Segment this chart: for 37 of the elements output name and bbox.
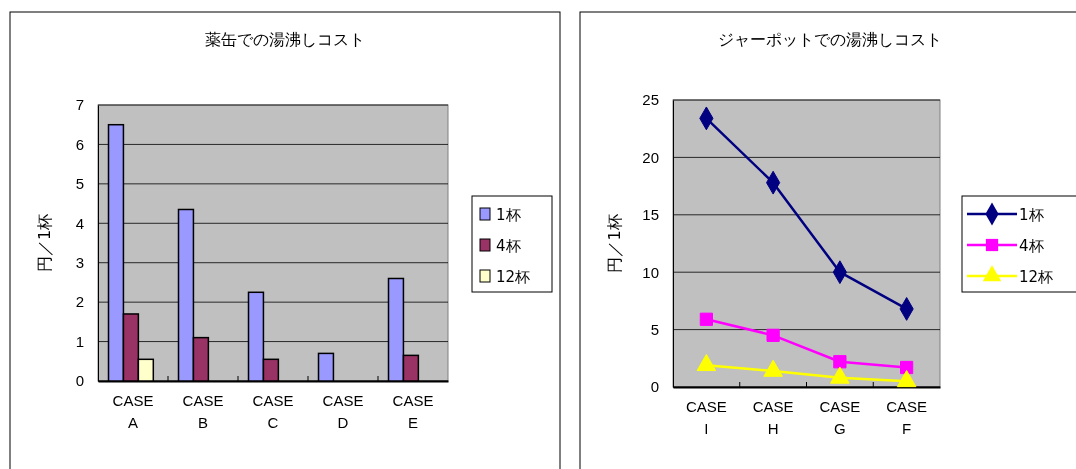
chart-title: 薬缶での湯沸しコスト	[205, 30, 365, 49]
y-tick-label: 5	[650, 320, 659, 338]
y-tick-label: 25	[642, 91, 659, 109]
y-tick-label: 0	[650, 378, 659, 396]
legend-label: 1杯	[1019, 206, 1044, 224]
y-tick-label: 3	[75, 254, 84, 272]
y-tick-label: 5	[75, 175, 84, 193]
chart-title: ジャーポットでの湯沸しコスト	[718, 30, 942, 49]
legend-label: 1杯	[496, 206, 521, 224]
y-tick-label: 10	[642, 263, 659, 281]
y-tick-label: 20	[642, 148, 659, 166]
y-tick-label: 6	[75, 135, 84, 153]
y-tick-label: 2	[75, 293, 84, 311]
legend-label: 4杯	[1019, 237, 1044, 255]
legend-label: 12杯	[1019, 268, 1054, 286]
x-tick-label: CASE I	[685, 397, 727, 438]
x-tick-label: CASE G	[819, 397, 861, 438]
x-tick-label: CASE B	[182, 391, 224, 432]
x-tick-label: CASE A	[112, 391, 154, 432]
legend-label: 4杯	[496, 237, 521, 255]
x-tick-label: CASE C	[252, 391, 294, 432]
y-tick-label: 1	[75, 332, 84, 350]
point	[833, 355, 847, 369]
y-tick-label: 7	[75, 96, 84, 114]
y-tick-label: 4	[75, 214, 84, 232]
y-tick-label: 0	[75, 372, 84, 390]
y-axis-title: 円／1杯	[35, 213, 54, 273]
point	[896, 370, 917, 388]
y-axis-title: 円／1杯	[605, 214, 624, 273]
point	[766, 328, 780, 342]
point	[699, 312, 713, 326]
x-tick-label: CASE D	[322, 391, 364, 432]
x-tick-label: CASE F	[886, 397, 928, 438]
legend-label: 12杯	[496, 268, 531, 286]
x-tick-label: CASE E	[392, 391, 434, 432]
y-tick-label: 15	[642, 206, 659, 224]
x-tick-label: CASE H	[752, 397, 794, 438]
